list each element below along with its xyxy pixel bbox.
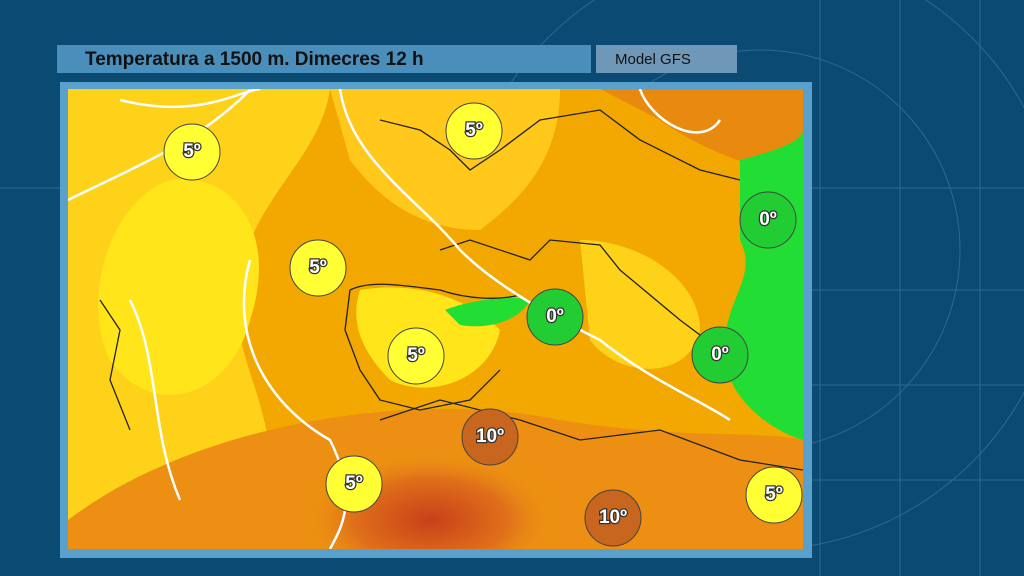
label-circle: [745, 466, 803, 524]
label-text: 0º: [759, 209, 777, 230]
label-circle: [461, 408, 519, 466]
label-text: 5º: [309, 257, 327, 278]
title-bar: [57, 45, 591, 73]
label-text: 0º: [711, 344, 729, 365]
title: Temperatura a 1500 m. Dimecres 12 h: [85, 49, 424, 70]
label-text: 10º: [476, 426, 504, 447]
label-text: 5º: [765, 484, 783, 505]
label-text: 0º: [546, 306, 564, 327]
label-circle: [526, 288, 584, 346]
model-bar: [596, 45, 737, 73]
model-label: Model GFS: [615, 51, 691, 68]
label-circle: [691, 326, 749, 384]
label-circle: [739, 191, 797, 249]
label-circle: [584, 489, 642, 547]
label-circle: [289, 239, 347, 297]
label-circle: [163, 123, 221, 181]
label-circle: [445, 102, 503, 160]
label-text: 10º: [599, 507, 627, 528]
label-text: 5º: [407, 345, 425, 366]
label-circle: [325, 455, 383, 513]
label-text: 5º: [345, 473, 363, 494]
label-text: 5º: [465, 120, 483, 141]
label-text: 5º: [183, 141, 201, 162]
label-circle: [387, 327, 445, 385]
temperature-labels: 5º 5º 0º 5º 0º 5º 0º 10º 5º 10º 5º: [163, 102, 803, 547]
